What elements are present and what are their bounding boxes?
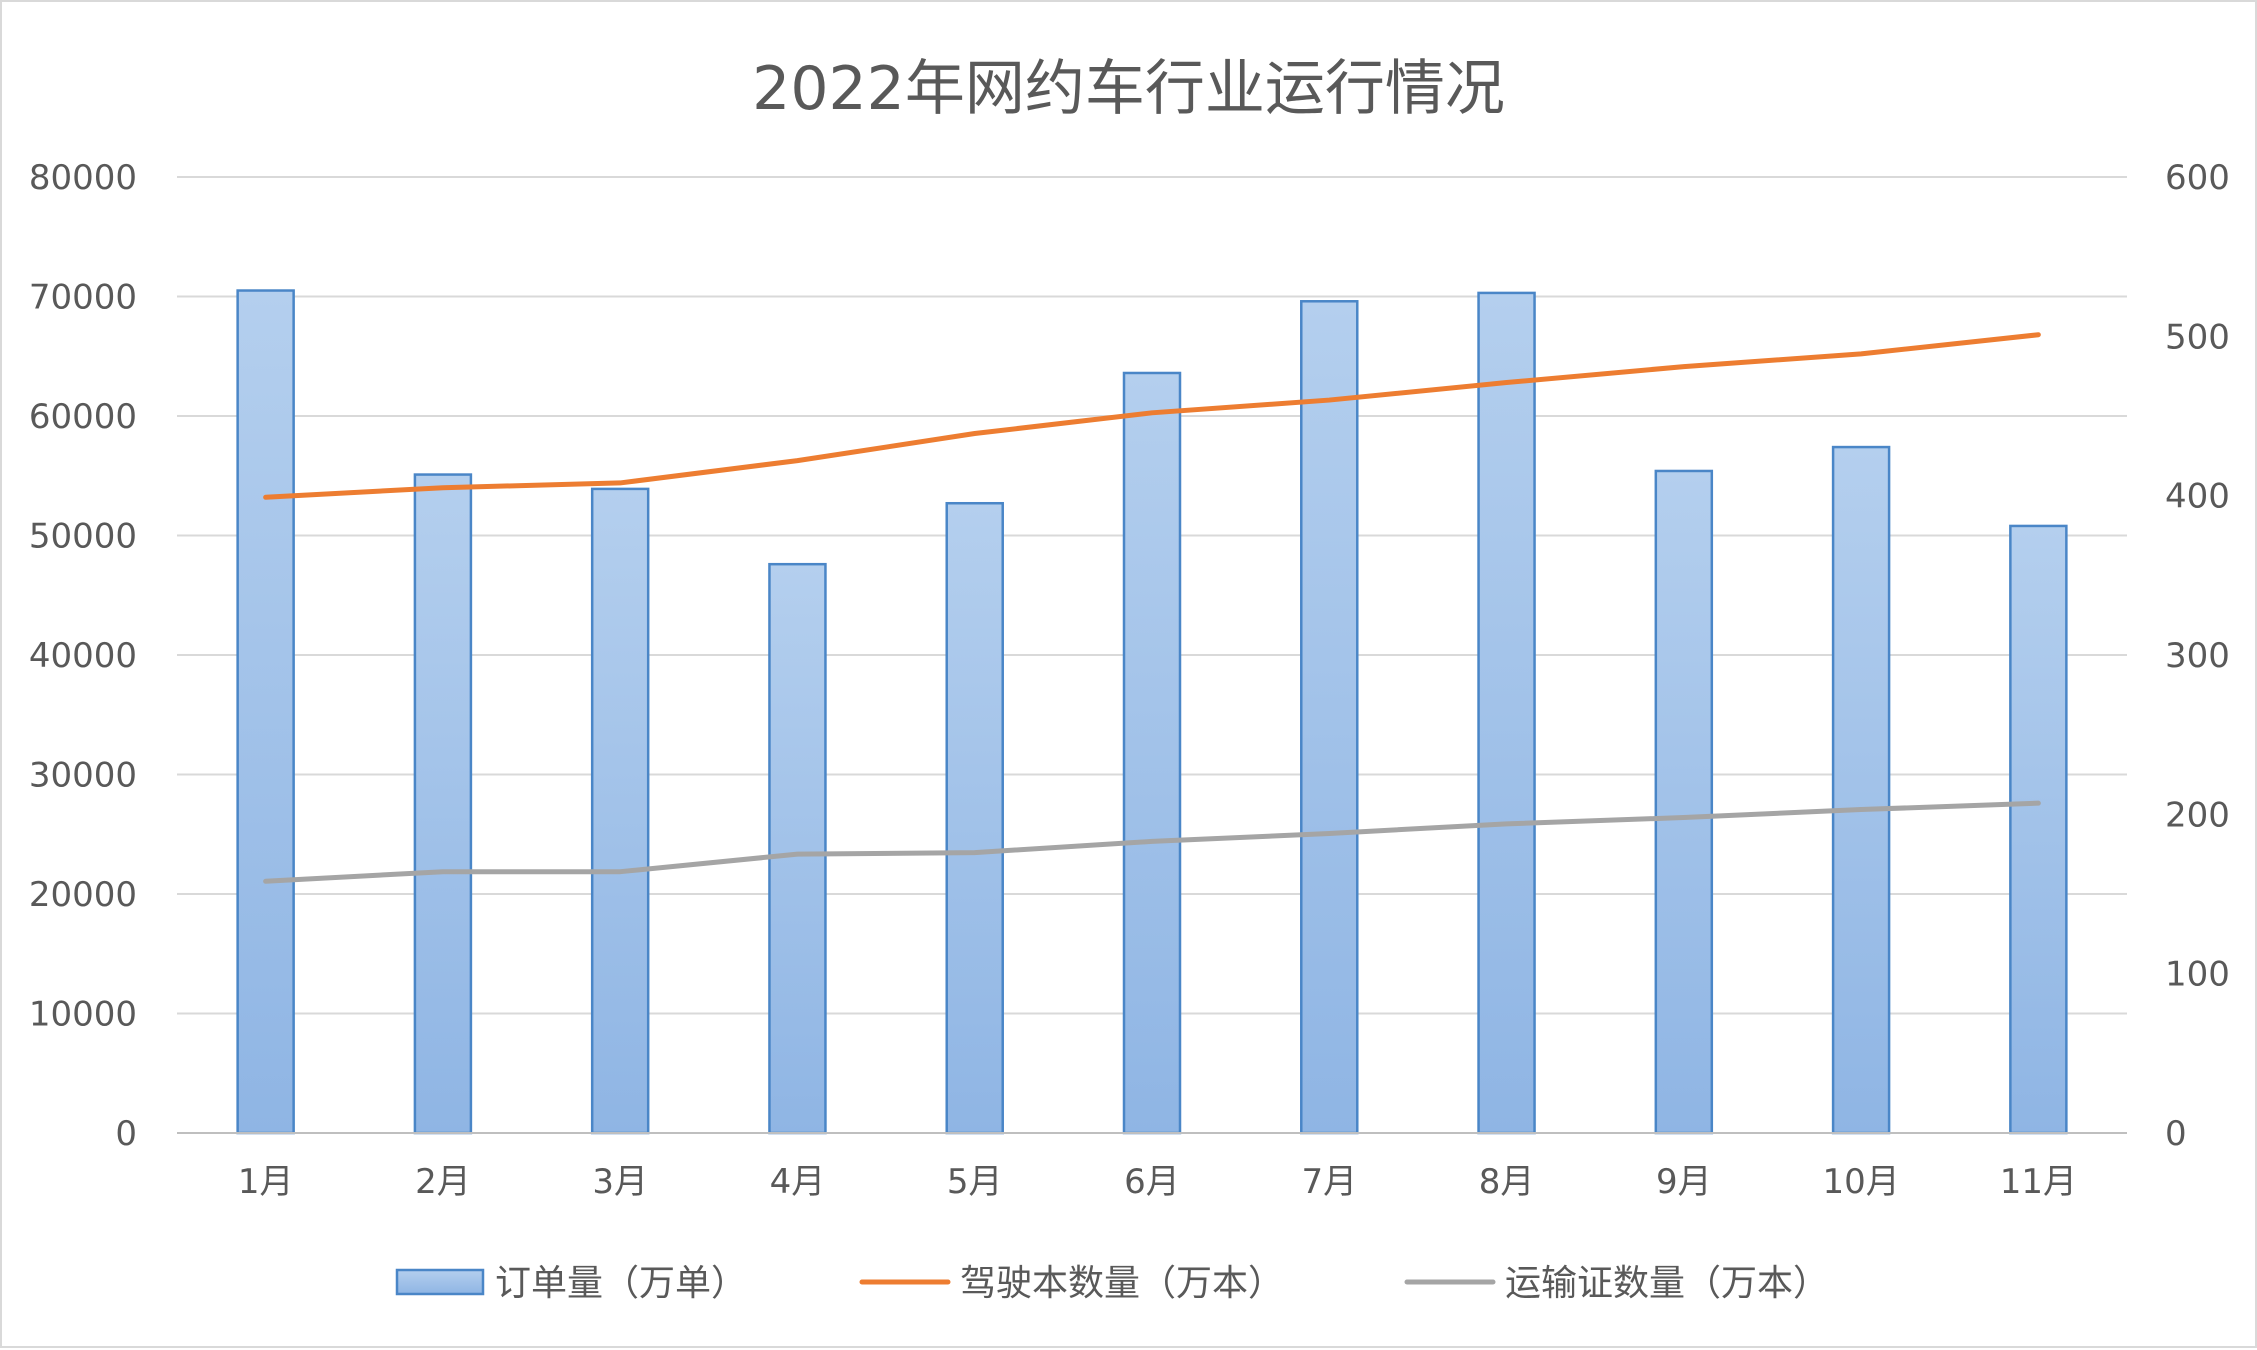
bar [413,473,473,1135]
y-left-tick-label: 10000 [29,995,137,1035]
bar [1831,445,1891,1135]
chart-title: 2022年网约车行业运行情况 [752,54,1505,124]
y-left-tick-label: 50000 [29,517,137,557]
x-tick-label: 7月 [1301,1162,1357,1202]
y-left-tick-label: 70000 [29,278,137,318]
bar [236,289,295,1135]
y-left-tick-label: 20000 [29,875,137,915]
legend-label: 订单量（万单） [495,1263,747,1304]
x-tick-label: 4月 [770,1162,826,1202]
y-right-tick-label: 100 [2165,955,2230,995]
legend-label: 运输证数量（万本） [1505,1263,1829,1304]
legend-item: 订单量（万单） [395,1263,747,1304]
legend-item: 驾驶本数量（万本） [859,1263,1284,1304]
y-right-tick-label: 0 [2165,1114,2187,1154]
series-line [263,332,2041,500]
y-left-tick-label: 0 [115,1114,137,1154]
x-tick-label: 9月 [1656,1162,1712,1202]
x-tick-label: 6月 [1124,1162,1180,1202]
legend-label: 驾驶本数量（万本） [960,1263,1284,1304]
series-line [263,800,2041,884]
y-right-tick-label: 500 [2165,317,2230,357]
line-series [263,332,2041,884]
bar [1122,371,1182,1135]
x-tick-label: 10月 [1822,1162,1899,1202]
bar [1654,469,1714,1135]
bar [768,562,827,1135]
y-right-tick-label: 300 [2165,636,2230,676]
x-tick-label: 2月 [415,1162,471,1202]
y-right-tick-label: 400 [2165,477,2230,517]
legend-item: 运输证数量（万本） [1404,1263,1829,1304]
bar [945,501,1004,1135]
x-tick-label: 8月 [1479,1162,1535,1202]
y-left-tick-label: 60000 [29,397,137,437]
legend-swatch [395,1268,485,1296]
y-right-tick-label: 600 [2165,158,2230,198]
legend: 订单量（万单） 驾驶本数量（万本） 运输证数量（万本） [395,1263,1829,1304]
bar [2009,524,2068,1135]
axis-labels: 0 10000 20000 30000 40000 50000 60000 70000 8000… [29,158,2230,1202]
bar-series [236,289,2068,1135]
x-tick-label: 5月 [947,1162,1003,1202]
y-left-tick-label: 80000 [29,158,137,198]
y-left-tick-label: 30000 [29,756,137,796]
x-tick-label: 1月 [238,1162,294,1202]
y-right-tick-label: 200 [2165,795,2230,835]
x-tick-label: 3月 [592,1162,648,1202]
bar [1477,291,1536,1135]
bar [590,487,650,1135]
y-left-tick-label: 40000 [29,636,137,676]
x-tick-label: 11月 [2000,1162,2077,1202]
bar [1300,300,1359,1135]
